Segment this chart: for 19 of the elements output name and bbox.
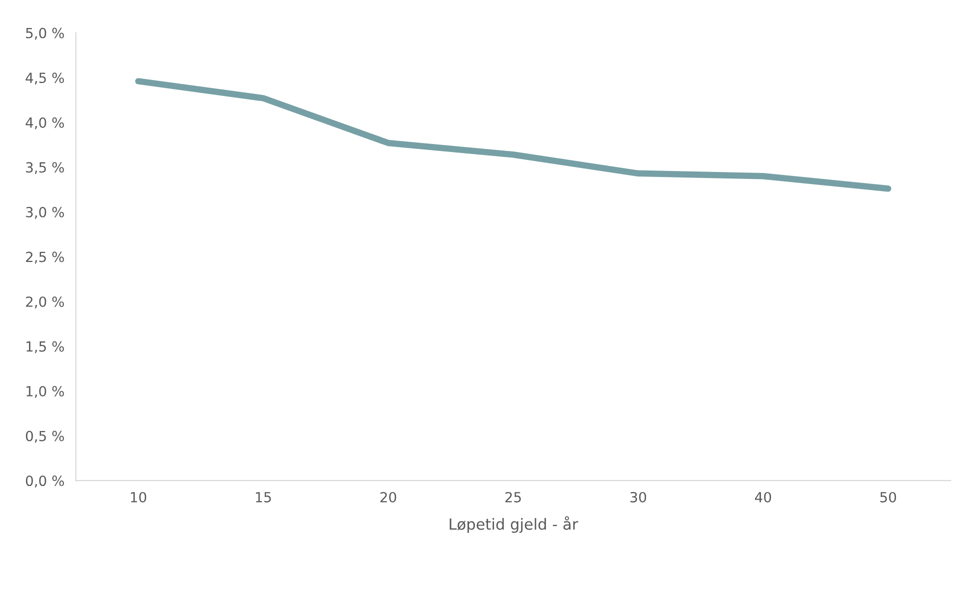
y-tick-label: 4,0 % <box>26 117 64 130</box>
x-tick-label: 40 <box>755 492 772 502</box>
y-tick-label: 0,5 % <box>26 430 64 443</box>
x-tick-label: 25 <box>505 492 521 502</box>
x-tick-label: 20 <box>380 492 396 502</box>
y-tick-label: 1,0 % <box>26 386 64 398</box>
x-tick-label: 30 <box>630 492 646 502</box>
y-tick-label: 2,5 % <box>26 252 64 264</box>
y-tick-label: 1,5 % <box>26 341 64 354</box>
y-tick-label: 3,5 % <box>26 162 64 174</box>
y-tick-label: 4,5 % <box>26 72 64 84</box>
x-tick-label: 10 <box>130 492 146 502</box>
x-tick-label: 50 <box>880 492 896 502</box>
x-axis-title: Løpetid gjeld - år <box>450 516 578 533</box>
x-tick-label: 15 <box>256 492 271 502</box>
y-tick-label: 2,0 % <box>26 296 64 308</box>
y-tick-label: 0,0 % <box>26 476 64 488</box>
y-tick-label: 5,0 % <box>26 28 64 40</box>
y-tick-label: 3,0 % <box>26 206 64 219</box>
